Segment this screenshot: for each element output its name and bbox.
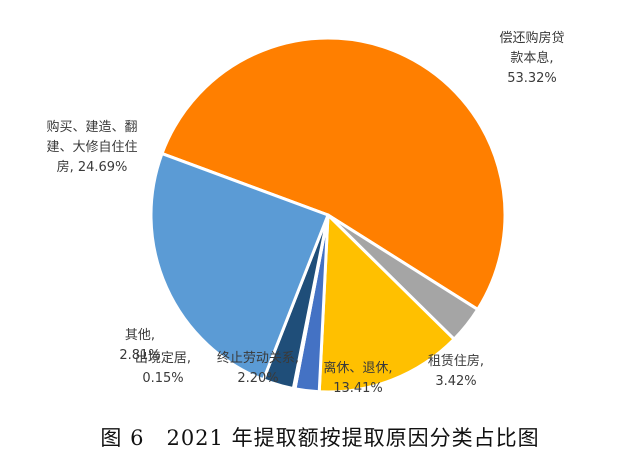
slice-label-line: 房, 24.69% bbox=[57, 159, 128, 175]
slice-label-line: 13.41% bbox=[333, 381, 383, 396]
slice-label-line: 租赁住房, bbox=[428, 353, 484, 369]
pie-slice-7 bbox=[149, 152, 330, 382]
slice-label-line: 终止劳动关系, bbox=[217, 350, 299, 366]
slice-label-line: 53.32% bbox=[507, 71, 557, 86]
slice-label-line: 款本息, bbox=[510, 50, 553, 66]
slice-label-2: 租赁住房, 3.42% bbox=[428, 353, 484, 389]
pie-slice-3 bbox=[317, 213, 456, 394]
slice-label-7: 购买、建造、翻建、大修自住住房, 24.69% bbox=[46, 119, 137, 175]
slice-label-6: 其他, 2.81% bbox=[119, 328, 160, 363]
pie-chart-svg: 偿还购房贷款本息, 53.32% 租赁住房, 3.42% 离休、退休, 13.41% 终止劳… bbox=[46, 30, 564, 396]
pie-labels: 偿还购房贷款本息, 53.32% 租赁住房, 3.42% 离休、退休, 13.41% 终止劳… bbox=[46, 30, 564, 396]
slice-label-line: 其他, bbox=[125, 328, 155, 343]
slice-label-line: 2.81% bbox=[119, 348, 160, 363]
slice-label-4: 终止劳动关系, 2.20% bbox=[217, 350, 299, 386]
slice-label-line: 2.20% bbox=[237, 371, 278, 386]
pie-slices bbox=[149, 36, 507, 394]
slice-label-5: 出境定居, 0.15% bbox=[135, 351, 191, 386]
pie-slice-1 bbox=[160, 36, 507, 311]
slice-label-3: 离休、退休, 13.41% bbox=[323, 360, 392, 396]
slice-label-line: 3.42% bbox=[435, 374, 476, 389]
slice-label-line: 离休、退休, bbox=[323, 360, 392, 376]
slice-label-line: 0.15% bbox=[142, 371, 183, 386]
figure-caption: 图 6 2021 年提取额按提取原因分类占比图 bbox=[100, 426, 540, 450]
slice-label-line: 购买、建造、翻 bbox=[46, 119, 137, 135]
pie-chart: 偿还购房贷款本息, 53.32% 租赁住房, 3.42% 离休、退休, 13.41% 终止劳… bbox=[46, 30, 564, 396]
slice-label-1: 偿还购房贷款本息, 53.32% bbox=[499, 30, 564, 86]
slice-label-line: 建、大修自住住 bbox=[46, 140, 137, 155]
slice-label-line: 偿还购房贷 bbox=[499, 30, 564, 46]
slice-label-line: 出境定居, bbox=[135, 351, 191, 366]
